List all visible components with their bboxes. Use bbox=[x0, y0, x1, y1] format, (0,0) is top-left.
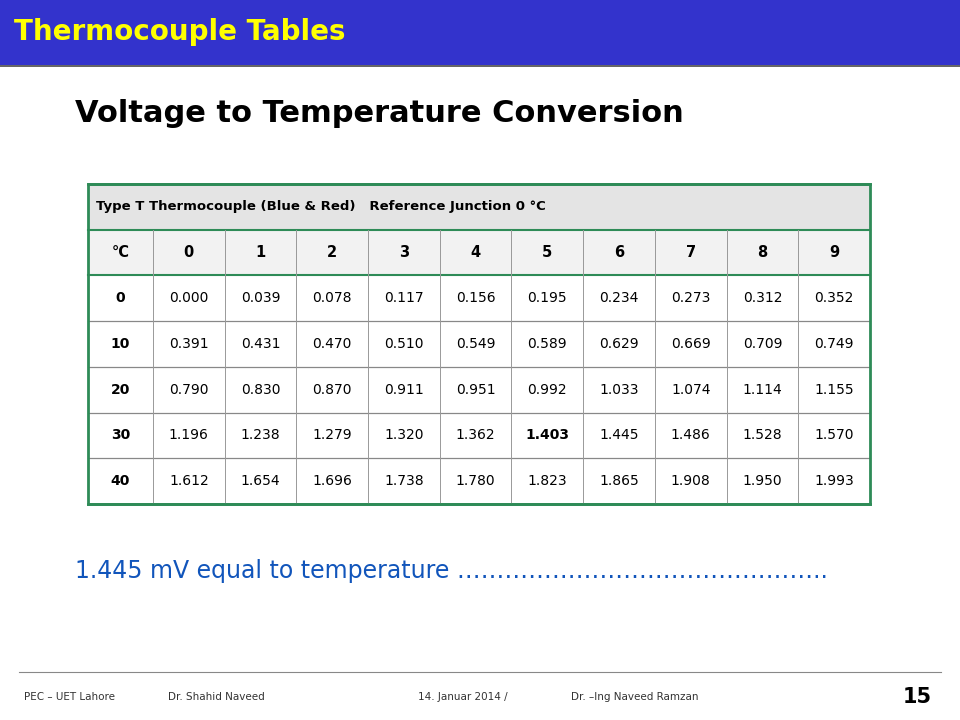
Text: 0.312: 0.312 bbox=[743, 292, 782, 305]
Text: 0.911: 0.911 bbox=[384, 383, 423, 397]
Text: 0: 0 bbox=[183, 245, 194, 260]
Text: Type T Thermocouple (Blue & Red)   Reference Junction 0 °C: Type T Thermocouple (Blue & Red) Referen… bbox=[96, 200, 545, 213]
Text: 0.510: 0.510 bbox=[384, 337, 423, 351]
Text: 1.780: 1.780 bbox=[456, 474, 495, 488]
Text: 5: 5 bbox=[542, 245, 552, 260]
Text: 0.870: 0.870 bbox=[313, 383, 352, 397]
Text: 1.155: 1.155 bbox=[814, 383, 854, 397]
Text: 0.000: 0.000 bbox=[169, 292, 208, 305]
Text: 1.993: 1.993 bbox=[814, 474, 854, 488]
Text: 2: 2 bbox=[327, 245, 337, 260]
Text: 1.238: 1.238 bbox=[241, 428, 280, 442]
Text: 1.654: 1.654 bbox=[241, 474, 280, 488]
Text: 0: 0 bbox=[116, 292, 126, 305]
Text: 0.195: 0.195 bbox=[528, 292, 567, 305]
Text: 0.156: 0.156 bbox=[456, 292, 495, 305]
Text: 0.629: 0.629 bbox=[599, 337, 638, 351]
Text: 1.865: 1.865 bbox=[599, 474, 639, 488]
Bar bbox=[88, 184, 870, 230]
Text: 0.951: 0.951 bbox=[456, 383, 495, 397]
Text: 0.391: 0.391 bbox=[169, 337, 208, 351]
Text: 1.823: 1.823 bbox=[528, 474, 567, 488]
Text: 1.486: 1.486 bbox=[671, 428, 710, 442]
Text: 0.709: 0.709 bbox=[743, 337, 782, 351]
Text: 0.117: 0.117 bbox=[384, 292, 423, 305]
Text: 1.074: 1.074 bbox=[671, 383, 710, 397]
Text: 1.528: 1.528 bbox=[743, 428, 782, 442]
Text: 0.039: 0.039 bbox=[241, 292, 280, 305]
Text: 1.320: 1.320 bbox=[384, 428, 423, 442]
Text: 1.033: 1.033 bbox=[599, 383, 638, 397]
Text: 0.078: 0.078 bbox=[313, 292, 352, 305]
Text: PEC – UET Lahore: PEC – UET Lahore bbox=[24, 692, 115, 702]
Text: 20: 20 bbox=[110, 383, 131, 397]
Text: 1.950: 1.950 bbox=[743, 474, 782, 488]
Bar bbox=[88, 184, 870, 504]
Text: Thermocouple Tables: Thermocouple Tables bbox=[14, 19, 346, 47]
Text: 1: 1 bbox=[255, 245, 266, 260]
Text: 30: 30 bbox=[110, 428, 131, 442]
Text: 1.114: 1.114 bbox=[743, 383, 782, 397]
Text: 4: 4 bbox=[470, 245, 481, 260]
Text: 7: 7 bbox=[685, 245, 696, 260]
Bar bbox=[88, 230, 870, 276]
Text: 0.669: 0.669 bbox=[671, 337, 710, 351]
Text: 0.470: 0.470 bbox=[313, 337, 352, 351]
Text: 10: 10 bbox=[110, 337, 131, 351]
Text: 9: 9 bbox=[829, 245, 839, 260]
Text: 0.234: 0.234 bbox=[599, 292, 638, 305]
Text: 14. Januar 2014 /: 14. Januar 2014 / bbox=[418, 692, 507, 702]
Text: 0.589: 0.589 bbox=[528, 337, 567, 351]
Text: 3: 3 bbox=[399, 245, 409, 260]
Text: 0.790: 0.790 bbox=[169, 383, 208, 397]
Text: 1.612: 1.612 bbox=[169, 474, 208, 488]
Text: 0.431: 0.431 bbox=[241, 337, 280, 351]
Text: 0.992: 0.992 bbox=[528, 383, 567, 397]
Text: 15: 15 bbox=[902, 687, 931, 707]
Text: 1.403: 1.403 bbox=[525, 428, 569, 442]
Text: Dr. –Ing Naveed Ramzan: Dr. –Ing Naveed Ramzan bbox=[571, 692, 699, 702]
Text: 0.352: 0.352 bbox=[814, 292, 853, 305]
Text: 1.908: 1.908 bbox=[671, 474, 710, 488]
Text: 8: 8 bbox=[757, 245, 768, 260]
Text: Dr. Shahid Naveed: Dr. Shahid Naveed bbox=[168, 692, 265, 702]
Text: 1.362: 1.362 bbox=[456, 428, 495, 442]
Text: 0.273: 0.273 bbox=[671, 292, 710, 305]
Text: 1.696: 1.696 bbox=[312, 474, 352, 488]
Text: 1.196: 1.196 bbox=[169, 428, 208, 442]
Text: 1.279: 1.279 bbox=[312, 428, 352, 442]
Text: Voltage to Temperature Conversion: Voltage to Temperature Conversion bbox=[75, 99, 684, 128]
Text: 1.445: 1.445 bbox=[599, 428, 638, 442]
Text: 6: 6 bbox=[614, 245, 624, 260]
Text: 0.549: 0.549 bbox=[456, 337, 495, 351]
Text: 0.830: 0.830 bbox=[241, 383, 280, 397]
Text: 0.749: 0.749 bbox=[814, 337, 853, 351]
Text: 1.445 mV equal to temperature ………………………………………..: 1.445 mV equal to temperature …………………………… bbox=[75, 559, 828, 583]
Text: 40: 40 bbox=[110, 474, 131, 488]
Text: °C: °C bbox=[111, 245, 130, 260]
Text: 1.738: 1.738 bbox=[384, 474, 423, 488]
Text: 1.570: 1.570 bbox=[814, 428, 853, 442]
